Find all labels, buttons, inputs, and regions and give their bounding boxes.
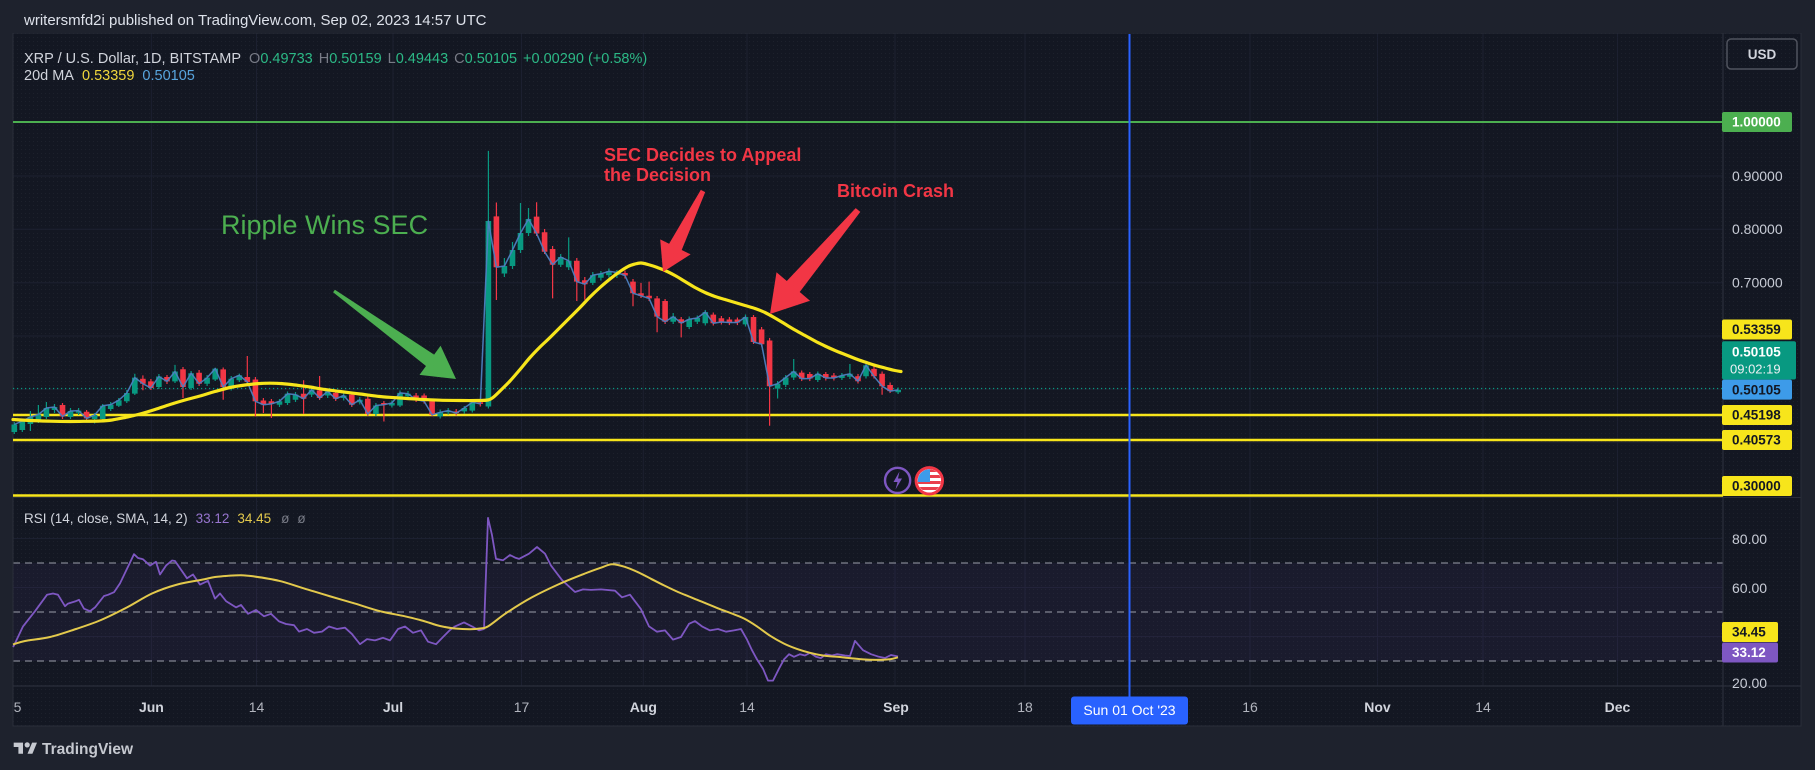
svg-text:60.00: 60.00: [1732, 580, 1767, 596]
svg-text:14: 14: [249, 699, 265, 715]
svg-text:Jul: Jul: [383, 699, 403, 715]
svg-text:XRP / U.S. Dollar, 1D, BITSTAM: XRP / U.S. Dollar, 1D, BITSTAMP O0.49733 H…: [24, 51, 647, 67]
svg-text:Sep: Sep: [883, 699, 909, 715]
svg-text:0.50105: 0.50105: [1732, 382, 1781, 397]
svg-text:34.45: 34.45: [1732, 625, 1766, 640]
svg-text:33.12: 33.12: [1732, 645, 1766, 660]
svg-text:0.40573: 0.40573: [1732, 433, 1781, 448]
svg-text:0.30000: 0.30000: [1732, 479, 1781, 494]
svg-text:Sun 01 Oct '23: Sun 01 Oct '23: [1083, 702, 1175, 718]
svg-text:Bitcoin Crash: Bitcoin Crash: [837, 181, 954, 201]
svg-text:writersmfd2i published on Trad: writersmfd2i published on TradingView.co…: [23, 12, 487, 29]
svg-text:Jun: Jun: [139, 699, 164, 715]
svg-text:SEC Decides to Appeal: SEC Decides to Appeal: [604, 145, 801, 165]
svg-text:14: 14: [739, 699, 755, 715]
svg-text:the Decision: the Decision: [604, 165, 711, 185]
svg-text:17: 17: [514, 699, 530, 715]
svg-text:16: 16: [1242, 699, 1258, 715]
svg-text:0.45198: 0.45198: [1732, 408, 1781, 423]
svg-text:80.00: 80.00: [1732, 531, 1767, 547]
svg-text:0.90000: 0.90000: [1732, 168, 1783, 184]
svg-text:RSI (14, close, SMA, 14, 2)33.: RSI (14, close, SMA, 14, 2) 33.12 34.45 ø ø: [24, 511, 306, 526]
svg-text:Ripple Wins SEC: Ripple Wins SEC: [221, 210, 428, 240]
svg-text:0.50105: 0.50105: [1732, 345, 1781, 360]
svg-text:Dec: Dec: [1605, 699, 1631, 715]
svg-text:20.00: 20.00: [1732, 675, 1767, 691]
svg-text:0.53359: 0.53359: [1732, 322, 1781, 337]
svg-text:5: 5: [14, 699, 22, 715]
svg-text:TradingView: TradingView: [42, 741, 134, 758]
svg-text:18: 18: [1017, 699, 1033, 715]
svg-text:USD: USD: [1748, 47, 1777, 62]
svg-text:0.70000: 0.70000: [1732, 275, 1783, 291]
svg-text:0.80000: 0.80000: [1732, 221, 1783, 237]
svg-text:14: 14: [1475, 699, 1491, 715]
svg-text:Aug: Aug: [630, 699, 657, 715]
svg-text:1.00000: 1.00000: [1732, 115, 1781, 130]
svg-text:Nov: Nov: [1364, 699, 1391, 715]
svg-text:09:02:19: 09:02:19: [1730, 362, 1781, 377]
